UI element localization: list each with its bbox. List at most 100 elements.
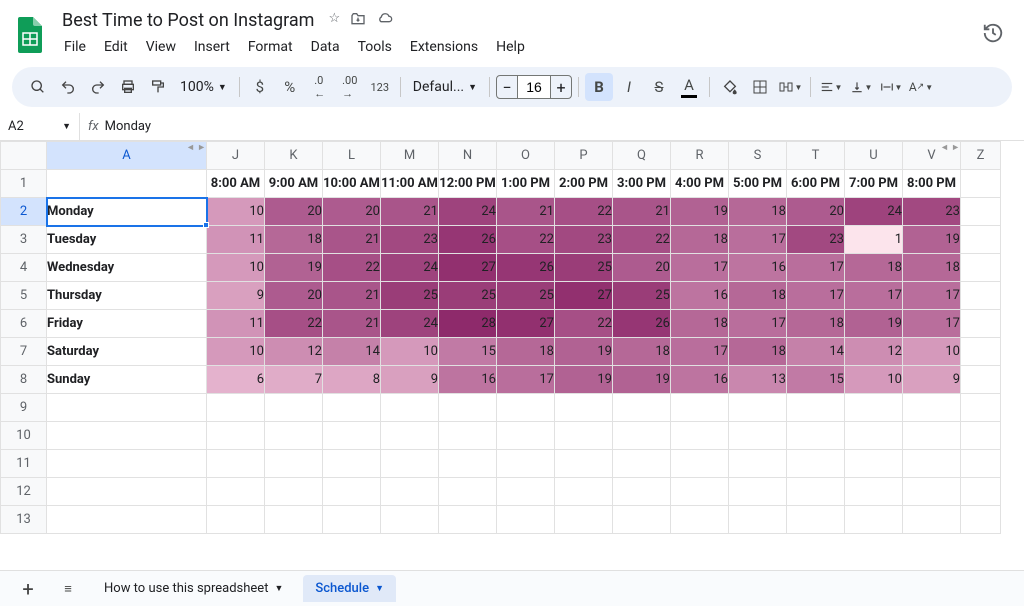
menu-edit[interactable]: Edit (96, 35, 136, 59)
cell-val-2-9[interactable]: 18 (729, 198, 787, 226)
cell-val-3-8[interactable]: 18 (671, 226, 729, 254)
cell-time-10[interactable]: 6:00 PM (787, 170, 845, 198)
cell-empty-12-0[interactable] (47, 478, 207, 506)
cell-time-12[interactable]: 8:00 PM (903, 170, 961, 198)
row-header-10[interactable]: 10 (1, 422, 47, 450)
cell-empty-9-4[interactable] (381, 394, 439, 422)
cell-val-6-12[interactable]: 17 (903, 310, 961, 338)
cell-val-2-8[interactable]: 19 (671, 198, 729, 226)
cell-empty-13-0[interactable] (47, 506, 207, 534)
row-header-5[interactable]: 5 (1, 282, 47, 310)
cell-val-4-10[interactable]: 17 (787, 254, 845, 282)
cell-val-5-6[interactable]: 27 (555, 282, 613, 310)
cell-val-8-10[interactable]: 15 (787, 366, 845, 394)
cell-empty-11-4[interactable] (381, 450, 439, 478)
cell-val-5-2[interactable]: 21 (323, 282, 381, 310)
col-header-P[interactable]: P (555, 142, 613, 170)
cell-val-2-12[interactable]: 23 (903, 198, 961, 226)
cell-day-saturday[interactable]: Saturday (47, 338, 207, 366)
cell-val-5-3[interactable]: 25 (381, 282, 439, 310)
cell-val-5-10[interactable]: 17 (787, 282, 845, 310)
cell-val-2-1[interactable]: 20 (265, 198, 323, 226)
cell-empty-11-6[interactable] (497, 450, 555, 478)
cell-val-4-3[interactable]: 24 (381, 254, 439, 282)
redo-icon[interactable] (84, 73, 112, 101)
row-header-9[interactable]: 9 (1, 394, 47, 422)
cell-empty-12-8[interactable] (613, 478, 671, 506)
col-header-A[interactable]: A◄ ► (47, 142, 207, 170)
menu-file[interactable]: File (56, 35, 94, 59)
cell-Z7[interactable] (961, 338, 1001, 366)
text-color-button[interactable]: A (675, 73, 703, 101)
cell-empty-13-1[interactable] (207, 506, 265, 534)
strikethrough-button[interactable]: S (645, 73, 673, 101)
all-sheets-button[interactable]: ≡ (52, 575, 84, 603)
doc-title[interactable]: Best Time to Post on Instagram (56, 8, 320, 33)
rotate-button[interactable]: A↗▼ (907, 73, 935, 101)
cell-val-5-8[interactable]: 16 (671, 282, 729, 310)
col-header-R[interactable]: R (671, 142, 729, 170)
menu-data[interactable]: Data (303, 35, 348, 59)
cell-val-8-3[interactable]: 9 (381, 366, 439, 394)
cell-empty-9-9[interactable] (671, 394, 729, 422)
menu-insert[interactable]: Insert (186, 35, 238, 59)
col-header-O[interactable]: O (497, 142, 555, 170)
cell-val-6-5[interactable]: 27 (497, 310, 555, 338)
cell-empty-10-11[interactable] (787, 422, 845, 450)
cell-empty-13-7[interactable] (555, 506, 613, 534)
cell-time-11[interactable]: 7:00 PM (845, 170, 903, 198)
cell-empty-13-2[interactable] (265, 506, 323, 534)
cell-empty-12-11[interactable] (787, 478, 845, 506)
cell-val-6-7[interactable]: 26 (613, 310, 671, 338)
cell-time-3[interactable]: 11:00 AM (381, 170, 439, 198)
row-header-3[interactable]: 3 (1, 226, 47, 254)
cell-empty-9-10[interactable] (729, 394, 787, 422)
cell-Z3[interactable] (961, 226, 1001, 254)
col-header-N[interactable]: N (439, 142, 497, 170)
cell-time-4[interactable]: 12:00 PM (439, 170, 497, 198)
cell-val-7-9[interactable]: 18 (729, 338, 787, 366)
add-sheet-button[interactable]: + (12, 575, 44, 603)
menu-extensions[interactable]: Extensions (402, 35, 486, 59)
cell-val-4-12[interactable]: 18 (903, 254, 961, 282)
col-header-S[interactable]: S (729, 142, 787, 170)
cell-Z8[interactable] (961, 366, 1001, 394)
cell-empty-9-3[interactable] (323, 394, 381, 422)
cloud-icon[interactable] (376, 11, 394, 31)
valign-button[interactable]: ▼ (847, 73, 875, 101)
cell-val-8-7[interactable]: 19 (613, 366, 671, 394)
cell-val-3-5[interactable]: 22 (497, 226, 555, 254)
cell-val-7-4[interactable]: 15 (439, 338, 497, 366)
font-size-increase[interactable]: + (550, 75, 572, 99)
col-header-Q[interactable]: Q (613, 142, 671, 170)
sheets-logo[interactable] (12, 17, 48, 53)
decrease-decimal-icon[interactable]: .0← (306, 73, 334, 101)
row-header-1[interactable]: 1 (1, 170, 47, 198)
cell-val-5-9[interactable]: 18 (729, 282, 787, 310)
cell-empty-10-12[interactable] (845, 422, 903, 450)
cell-empty-11-14[interactable] (961, 450, 1001, 478)
cell-val-3-10[interactable]: 23 (787, 226, 845, 254)
cell-val-3-4[interactable]: 26 (439, 226, 497, 254)
cell-val-4-5[interactable]: 26 (497, 254, 555, 282)
col-header-T[interactable]: T (787, 142, 845, 170)
cell-empty-12-1[interactable] (207, 478, 265, 506)
cell-val-8-5[interactable]: 17 (497, 366, 555, 394)
cell-empty-9-14[interactable] (961, 394, 1001, 422)
cell-empty-12-13[interactable] (903, 478, 961, 506)
cell-val-3-2[interactable]: 21 (323, 226, 381, 254)
sheet-tab-howto[interactable]: How to use this spreadsheet▼ (92, 575, 295, 602)
row-header-12[interactable]: 12 (1, 478, 47, 506)
cell-val-4-2[interactable]: 22 (323, 254, 381, 282)
cell-val-4-1[interactable]: 19 (265, 254, 323, 282)
cell-val-8-12[interactable]: 9 (903, 366, 961, 394)
cell-Z5[interactable] (961, 282, 1001, 310)
cell-empty-9-12[interactable] (845, 394, 903, 422)
cell-val-4-6[interactable]: 25 (555, 254, 613, 282)
cell-empty-9-7[interactable] (555, 394, 613, 422)
undo-icon[interactable] (54, 73, 82, 101)
menu-tools[interactable]: Tools (350, 35, 400, 59)
cell-empty-9-11[interactable] (787, 394, 845, 422)
cell-empty-13-3[interactable] (323, 506, 381, 534)
cell-empty-13-4[interactable] (381, 506, 439, 534)
